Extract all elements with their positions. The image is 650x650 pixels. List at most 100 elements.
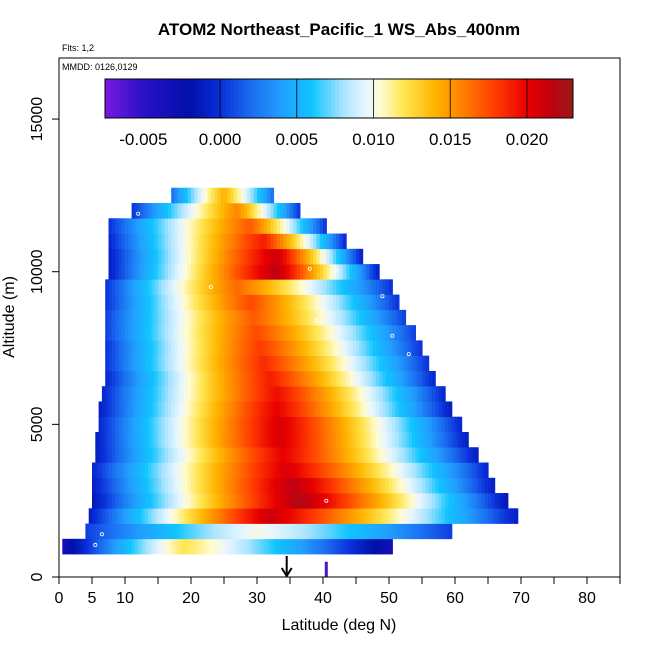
heatmap-cell <box>237 462 242 479</box>
heatmap-cell <box>134 248 139 265</box>
heatmap-cell <box>336 431 341 448</box>
heatmap-cell <box>342 493 347 509</box>
heatmap-cell <box>392 493 397 509</box>
heatmap-cell <box>385 508 390 524</box>
heatmap-cell <box>177 294 182 311</box>
heatmap-cell <box>250 431 255 448</box>
heatmap-cell <box>214 187 218 204</box>
heatmap-cell <box>200 340 205 356</box>
heatmap-cell <box>108 264 113 280</box>
heatmap-cell <box>382 477 387 494</box>
heatmap-cell <box>253 462 258 479</box>
heatmap-cell <box>306 477 311 494</box>
heatmap-cell <box>296 203 301 219</box>
colorbar-segment <box>370 79 375 118</box>
heatmap-cell <box>438 462 443 479</box>
heatmap-cell <box>191 203 195 219</box>
heatmap-cell <box>227 538 232 555</box>
heatmap-cell <box>276 538 281 555</box>
colorbar-segment <box>128 79 133 118</box>
heatmap-cell <box>197 401 202 418</box>
heatmap-cell <box>309 401 314 418</box>
heatmap-cell <box>174 355 179 372</box>
heatmap-cell <box>151 218 156 234</box>
heatmap-cell <box>280 309 284 326</box>
heatmap-cell <box>224 218 228 234</box>
heatmap-cell <box>204 325 209 341</box>
heatmap-cell <box>332 493 337 509</box>
heatmap-cell <box>280 355 284 372</box>
heatmap-cell <box>283 477 288 494</box>
heatmap-cell <box>233 493 238 509</box>
heatmap-cell <box>233 279 238 295</box>
heatmap-cell <box>191 386 195 402</box>
heatmap-cell <box>369 431 374 448</box>
heatmap-cell <box>233 218 238 234</box>
heatmap-cell <box>398 340 403 356</box>
heatmap-cell <box>187 447 192 463</box>
heatmap-cell <box>101 462 106 479</box>
heatmap-cell <box>243 218 248 234</box>
heatmap-cell <box>445 447 449 463</box>
colorbar-segment <box>397 79 402 118</box>
heatmap-cell <box>303 508 308 524</box>
heatmap-cell <box>220 493 225 509</box>
heatmap-cell <box>299 431 304 448</box>
x-axis-label: Latitude (deg N) <box>282 617 397 634</box>
heatmap-cell <box>204 401 209 418</box>
heatmap-cell <box>243 203 248 219</box>
heatmap-cell <box>280 493 284 509</box>
heatmap-cell <box>92 477 96 494</box>
heatmap-cell <box>224 370 228 387</box>
heatmap-cell <box>224 401 228 418</box>
heatmap-cell <box>154 325 159 341</box>
heatmap-cell <box>194 401 199 418</box>
heatmap-cell <box>395 340 400 356</box>
heatmap-cell <box>108 538 113 555</box>
heatmap-cell <box>227 218 232 234</box>
heatmap-cell <box>105 416 110 433</box>
heatmap-cell <box>336 523 341 540</box>
heatmap-cell <box>290 538 294 555</box>
heatmap-cell <box>224 203 228 219</box>
heatmap-cell <box>359 401 364 418</box>
heatmap-cell <box>375 416 380 433</box>
heatmap-cell <box>177 187 182 204</box>
heatmap-cell <box>115 401 119 418</box>
colorbar-segment <box>171 79 176 118</box>
heatmap-cell <box>342 248 347 265</box>
heatmap-cell <box>240 340 245 356</box>
heatmap-cell <box>247 325 251 341</box>
heatmap-cell <box>210 370 215 387</box>
heatmap-cell <box>283 416 288 433</box>
heatmap-cell <box>359 508 364 524</box>
heatmap-cell <box>158 355 162 372</box>
heatmap-cell <box>247 218 251 234</box>
heatmap-cell <box>375 309 380 326</box>
colorbar-segment <box>140 79 145 118</box>
heatmap-cell <box>220 203 225 219</box>
heatmap-cell <box>375 462 380 479</box>
heatmap-cell <box>286 218 291 234</box>
heatmap-cell <box>207 462 212 479</box>
heatmap-cell <box>230 279 235 295</box>
heatmap-cell <box>247 493 251 509</box>
heatmap-cell <box>158 218 162 234</box>
colorbar-segment <box>241 79 246 118</box>
heatmap-cell <box>323 538 327 555</box>
heatmap-cell <box>108 309 113 326</box>
heatmap-cell <box>243 431 248 448</box>
heatmap-cell <box>266 203 271 219</box>
heatmap-cell <box>148 523 152 540</box>
heatmap-cell <box>257 431 261 448</box>
heatmap-cell <box>161 477 166 494</box>
heatmap-cell <box>332 355 337 372</box>
heatmap-cell <box>488 508 492 524</box>
heatmap-cell <box>296 309 301 326</box>
heatmap-cell <box>286 294 291 311</box>
heatmap-cell <box>276 279 281 295</box>
heatmap-cell <box>412 416 416 433</box>
heatmap-cell <box>154 355 159 372</box>
heatmap-cell <box>286 309 291 326</box>
heatmap-cell <box>121 325 126 341</box>
